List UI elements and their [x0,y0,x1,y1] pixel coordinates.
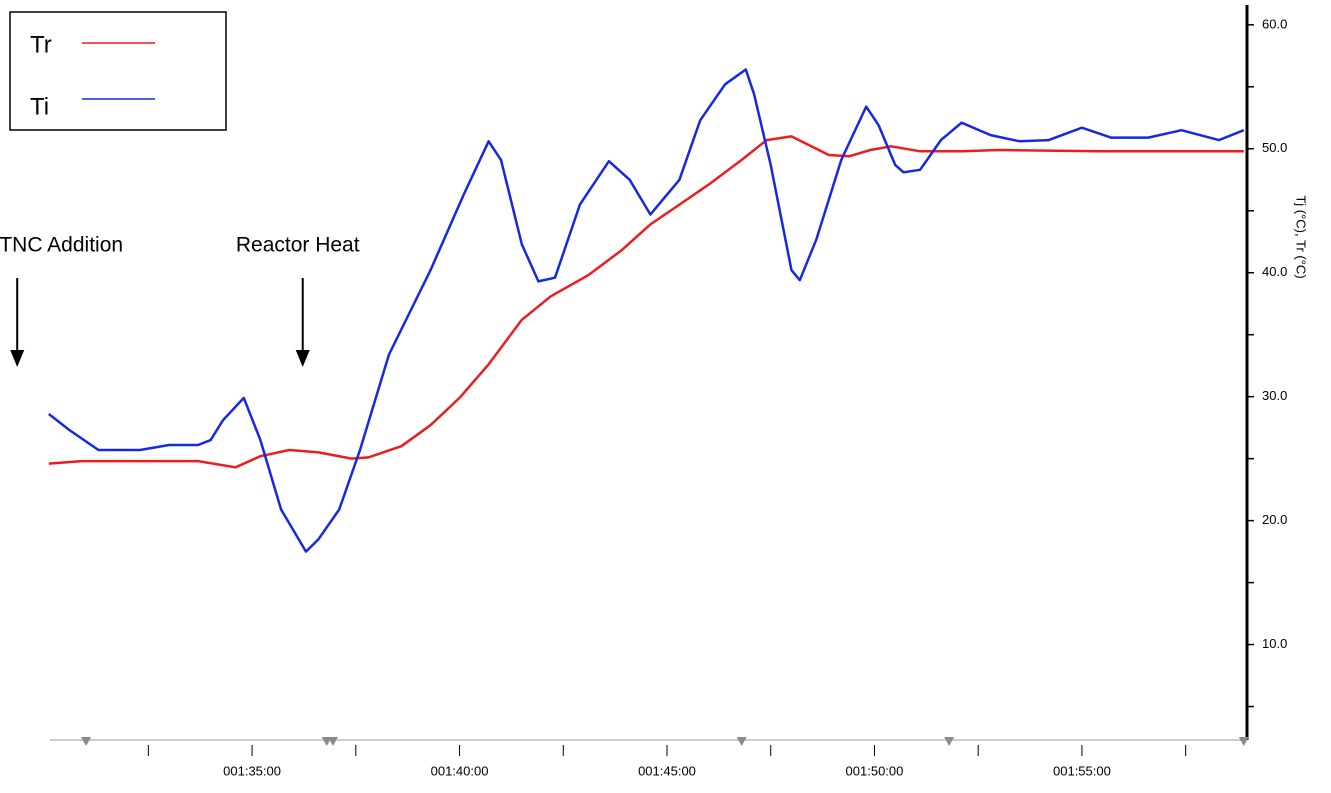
x-tick-label: 001:35:00 [223,763,281,778]
y-tick-label: 50.0 [1262,140,1287,155]
annotation: Reactor Heat [236,234,360,257]
event-marker [81,737,92,746]
legend-label: Tr [30,31,52,58]
event-marker [1238,737,1249,746]
y-tick-label: 40.0 [1262,264,1287,279]
x-tick-label: 001:45:00 [638,763,696,778]
y-tick-label: 30.0 [1262,388,1287,403]
series-line [48,135,1244,469]
event-marker [944,737,955,746]
x-tick-label: 001:50:00 [846,763,904,778]
y-tick-label: 10.0 [1262,636,1287,651]
y-axis-label: Tj (°C), Tr (°C) [1294,195,1309,278]
annotation: TNC Addition [0,234,123,257]
y-tick-label: 60.0 [1262,16,1287,31]
arrow-head [295,350,310,367]
event-marker [736,737,747,746]
event-marker [327,737,338,746]
legend-label: Ti [30,93,49,120]
legend-box [9,11,227,131]
series-line [48,68,1245,553]
arrow-head [10,350,25,367]
y-tick-label: 20.0 [1262,512,1287,527]
x-tick-label: 001:55:00 [1053,763,1111,778]
x-tick-label: 001:40:00 [431,763,489,778]
